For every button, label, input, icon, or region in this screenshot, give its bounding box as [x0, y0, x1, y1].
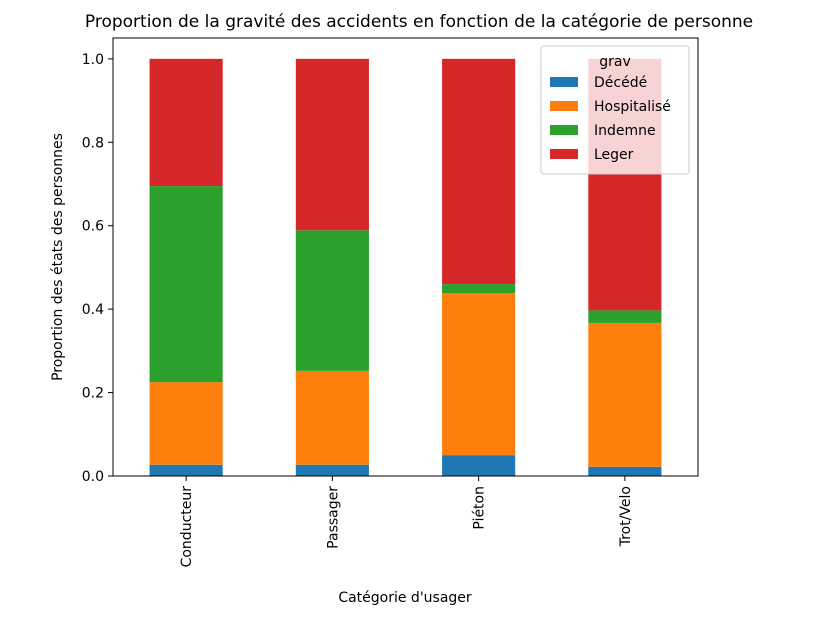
- legend-swatch: [550, 125, 578, 135]
- legend-entry: Indemne: [594, 123, 656, 139]
- bar-leger-pi-ton: [442, 58, 516, 285]
- bar-leger-passager: [295, 58, 369, 231]
- legend-swatch: [550, 149, 578, 159]
- x-tick-label: Conducteur: [179, 486, 195, 568]
- legend-swatch: [550, 77, 578, 87]
- y-axis-label: Proportion des états des personnes: [50, 133, 66, 381]
- y-tick-label: 0.6: [82, 219, 104, 235]
- bar-hospitalis--trot-velo: [588, 322, 662, 467]
- bar-d-c-d--pi-ton: [442, 455, 516, 476]
- x-tick-label: Piéton: [472, 486, 488, 530]
- plot-area: 0.0 0.2 0.4 0.6 0.8 1.0 Conducteur Passager Pié…: [82, 37, 699, 568]
- x-tick-label: Passager: [325, 486, 341, 549]
- bar-indemne-passager: [295, 230, 369, 371]
- x-tick-label: Trot/Velo: [618, 486, 634, 547]
- x-axis-label: Catégorie d'usager: [338, 590, 472, 606]
- bar-indemne-trot-velo: [588, 310, 662, 323]
- bar-hospitalis--conducteur: [149, 382, 223, 465]
- y-tick-label: 1.0: [82, 52, 104, 68]
- legend-entry: Hospitalisé: [594, 99, 671, 115]
- bar-indemne-pi-ton: [442, 284, 516, 294]
- bar-leger-conducteur: [149, 58, 223, 187]
- legend-title: grav: [599, 54, 631, 70]
- bar-indemne-conducteur: [149, 186, 223, 383]
- y-tick-label: 0.0: [82, 469, 104, 485]
- bar-hospitalis--pi-ton: [442, 293, 516, 456]
- y-tick-label: 0.2: [82, 386, 104, 402]
- legend: grav Décédé Hospitalisé Indemne Leger: [540, 45, 690, 175]
- chart-title: Proportion de la gravité des accidents e…: [85, 12, 753, 32]
- bar-d-c-d--trot-velo: [588, 466, 662, 476]
- legend-entry: Décédé: [594, 75, 647, 91]
- y-tick-label: 0.4: [82, 302, 104, 318]
- bar-d-c-d--conducteur: [149, 464, 223, 476]
- legend-swatch: [550, 101, 578, 111]
- legend-entry: Leger: [594, 147, 634, 163]
- y-tick-label: 0.8: [82, 135, 104, 151]
- bar-d-c-d--passager: [295, 464, 369, 476]
- plot-frame: [112, 37, 699, 477]
- bar-hospitalis--passager: [295, 370, 369, 465]
